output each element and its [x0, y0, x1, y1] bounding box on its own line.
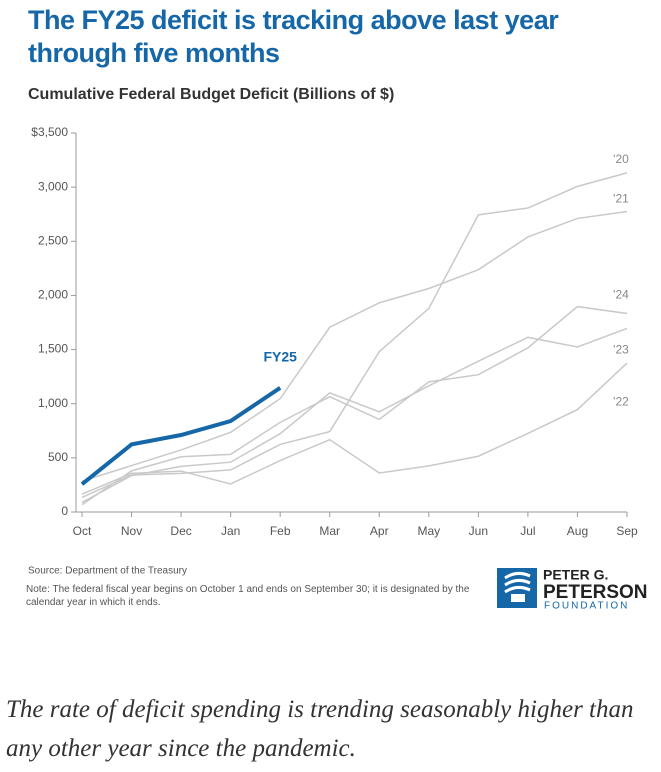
x-tick-label: Oct	[73, 524, 92, 538]
logo-text: PETERSON	[543, 582, 648, 603]
x-tick-label: Jul	[520, 524, 535, 538]
x-tick-label: Aug	[567, 524, 588, 538]
x-tick-label: Dec	[170, 524, 191, 538]
series-line	[81, 327, 628, 504]
caption: The rate of deficit spending is trending…	[6, 696, 634, 762]
x-tick-label: May	[417, 524, 440, 538]
logo-text: PETER G.	[543, 567, 608, 583]
y-tick-label: 3,000	[38, 179, 68, 193]
x-tick-label: Nov	[121, 524, 142, 538]
y-tick-label: $3,500	[31, 125, 68, 139]
chart: Source: Department of the Treasury Note:…	[26, 125, 648, 612]
series-label: '24	[613, 288, 629, 302]
logo-icon	[504, 571, 531, 594]
x-tick-label: Apr	[370, 524, 389, 538]
series-label: '23	[613, 343, 629, 357]
subtitle: Cumulative Federal Budget Deficit (Billi…	[28, 86, 395, 103]
x-tick-label: Jun	[469, 524, 488, 538]
series-line	[81, 210, 628, 482]
y-tick-label: 2,000	[38, 288, 68, 302]
y-tick-label: 1,500	[38, 342, 68, 356]
y-tick-label: 1,000	[38, 396, 68, 410]
y-tick-label: 500	[48, 450, 68, 464]
source: Source: Department of the Treasury	[28, 566, 187, 577]
y-tick-label: 2,500	[38, 233, 68, 247]
series-line	[81, 172, 628, 499]
series-label: '21	[613, 192, 629, 206]
note-box: Note: The federal fiscal year begins on …	[26, 584, 470, 608]
series-line	[80, 386, 282, 486]
x-tick-label: Jan	[221, 524, 240, 538]
note: Note: The federal fiscal year begins on …	[26, 584, 470, 608]
series-label: FY25	[263, 348, 297, 364]
y-tick-label: 0	[61, 504, 68, 518]
series-line	[81, 305, 628, 506]
series-label: '20	[613, 152, 629, 166]
x-tick-label: Mar	[319, 524, 340, 538]
x-tick-label: Sep	[616, 524, 638, 538]
logo-text: FOUNDATION	[544, 601, 629, 612]
series-label: '22	[613, 394, 629, 408]
x-tick-label: Feb	[270, 524, 291, 538]
series-line	[81, 362, 628, 495]
logo-icon-base	[511, 594, 525, 602]
title: The FY25 deficit is tracking above last …	[28, 5, 559, 68]
